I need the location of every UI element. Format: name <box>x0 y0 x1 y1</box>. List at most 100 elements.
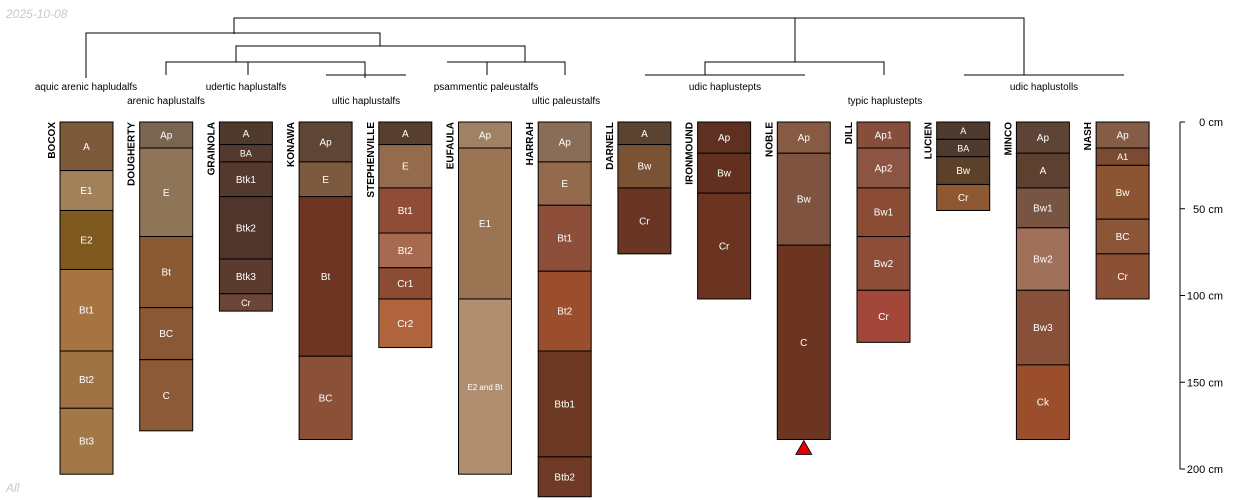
horizon-rect <box>458 298 512 475</box>
horizon-rect <box>378 298 433 349</box>
scale-tick-label: 100 cm <box>1187 291 1223 303</box>
horizon-rect <box>697 121 752 154</box>
horizon-label: A <box>243 129 250 140</box>
horizon-label: A <box>83 142 90 153</box>
horizon-rect <box>1015 152 1070 189</box>
horizon-label: Btk1 <box>236 175 256 186</box>
horizon-rect <box>776 121 831 154</box>
horizon-label: Ap <box>798 133 811 144</box>
horizon-rect <box>139 147 194 238</box>
horizon-rect <box>537 204 592 272</box>
horizon-label: E2 and Bt <box>467 383 503 392</box>
profile-name: KONAWA <box>286 122 297 167</box>
horizon-rect <box>139 359 194 432</box>
horizon-rect <box>617 187 672 255</box>
horizon-label: Ap <box>559 137 572 148</box>
horizon-label: BC <box>1116 232 1130 243</box>
horizon-label: Bw2 <box>874 259 894 270</box>
horizon-label: E <box>561 179 568 190</box>
horizon-rect <box>856 121 911 149</box>
taxon-labels: aquic arenic hapludalfs arenic haplustal… <box>35 82 1078 107</box>
profile-name: DILL <box>844 122 855 144</box>
horizon-label: Bt1 <box>398 206 413 217</box>
soil-profile: A BA Bw Cr LUCIEN <box>924 121 991 211</box>
horizon-label: Bt2 <box>79 375 94 386</box>
horizon-label: Ap <box>479 131 492 142</box>
horizon-label: C <box>800 338 807 349</box>
horizon-rect <box>59 407 114 475</box>
horizon-rect <box>1015 227 1070 291</box>
depth-scale: 0 cm 50 cm 100 cm 150 cm 200 cm <box>1179 117 1223 476</box>
taxon-label: arenic haplustalfs <box>127 96 205 107</box>
soil-profile: Ap Bw Cr IRONMOUND <box>685 121 752 300</box>
dendro-branch-inceptisols <box>704 18 885 75</box>
horizon-rect <box>139 121 194 149</box>
horizon-label: C <box>163 391 170 402</box>
horizon-rect <box>139 236 194 309</box>
horizon-rect <box>617 144 672 189</box>
profiles: A E1 E2 Bt1 Bt2 Bt3 BOCOX Ap E Bt BC C DOUGHERTY A BA B… <box>47 121 1150 498</box>
soil-profile: Ap E Bt BC KONAWA <box>286 121 353 441</box>
horizon-rect <box>378 232 433 269</box>
horizon-label: Bw1 <box>874 208 894 219</box>
horizon-label: Ap <box>319 137 332 148</box>
scale-tick-label: 150 cm <box>1187 377 1223 389</box>
horizon-label: BA <box>957 144 969 154</box>
soil-profile: Ap A1 Bw BC Cr NASH <box>1083 121 1150 300</box>
horizon-label: Bw <box>956 166 971 177</box>
horizon-label: Btk3 <box>236 272 256 283</box>
horizon-label: Ap1 <box>875 131 893 142</box>
profile-name: STEPHENVILLE <box>366 122 377 198</box>
dendrogram <box>85 17 1025 78</box>
horizon-rect <box>776 152 831 246</box>
profile-name: EUFAULA <box>446 122 457 169</box>
horizon-label: A1 <box>1117 152 1128 162</box>
horizon-label: Bw3 <box>1033 323 1053 334</box>
profile-name: IRONMOUND <box>685 122 696 185</box>
horizon-rect <box>218 258 273 295</box>
horizon-rect <box>856 236 911 291</box>
date-stamp: 2025-10-08 <box>6 7 68 21</box>
soil-profile: A BA Btk1 Btk2 Btk3 Cr GRAINOLA <box>206 121 273 312</box>
taxon-label: udertic haplustalfs <box>206 82 287 93</box>
profile-name: LUCIEN <box>924 122 935 159</box>
dendro-root <box>233 17 1025 47</box>
horizon-label: BA <box>240 149 252 159</box>
horizon-label: Cr1 <box>397 279 414 290</box>
soil-profile: Ap E Bt1 Bt2 Btb1 Btb2 HARRAH <box>525 121 592 498</box>
taxon-label: ultic paleustalfs <box>532 96 600 107</box>
horizon-label: E1 <box>80 186 93 197</box>
horizon-rect <box>856 187 911 238</box>
horizon-rect <box>1015 364 1070 441</box>
dendro-branch-alfs <box>85 32 381 78</box>
horizon-rect <box>458 147 512 300</box>
taxon-label: ultic haplustalfs <box>332 96 400 107</box>
scale-tick-label: 200 cm <box>1187 464 1223 476</box>
horizon-label: Bt2 <box>557 307 572 318</box>
horizon-label: Bw <box>637 162 652 173</box>
taxon-label: psammentic paleustalfs <box>434 82 539 93</box>
horizon-rect <box>537 161 592 206</box>
horizon-label: Cr <box>878 312 889 323</box>
profile-name: BOCOX <box>47 122 58 159</box>
soil-profile: A E Bt1 Bt2 Cr1 Cr2 STEPHENVILLE <box>366 121 433 349</box>
taxon-label: udic haplustolls <box>1010 82 1078 93</box>
horizon-label: Bw <box>797 195 812 206</box>
horizon-label: Bt1 <box>79 306 94 317</box>
horizon-label: Bt2 <box>398 246 413 257</box>
profile-name: MINCO <box>1003 122 1014 156</box>
horizon-rect <box>936 183 991 211</box>
horizon-label: BC <box>319 393 333 404</box>
horizon-label: Cr <box>241 298 251 308</box>
horizon-label: Cr <box>639 216 650 227</box>
horizon-label: Btb2 <box>554 472 575 483</box>
profile-name: DARNELL <box>605 122 616 170</box>
horizon-label: Bt <box>161 268 171 279</box>
horizon-rect <box>378 144 433 189</box>
soil-profile: Ap E1 E2 and Bt EUFAULA <box>446 121 512 475</box>
horizon-rect <box>856 147 911 189</box>
soil-profile: A E1 E2 Bt1 Bt2 Bt3 BOCOX <box>47 121 114 475</box>
horizon-label: Cr <box>719 242 730 253</box>
horizon-rect <box>537 270 592 352</box>
